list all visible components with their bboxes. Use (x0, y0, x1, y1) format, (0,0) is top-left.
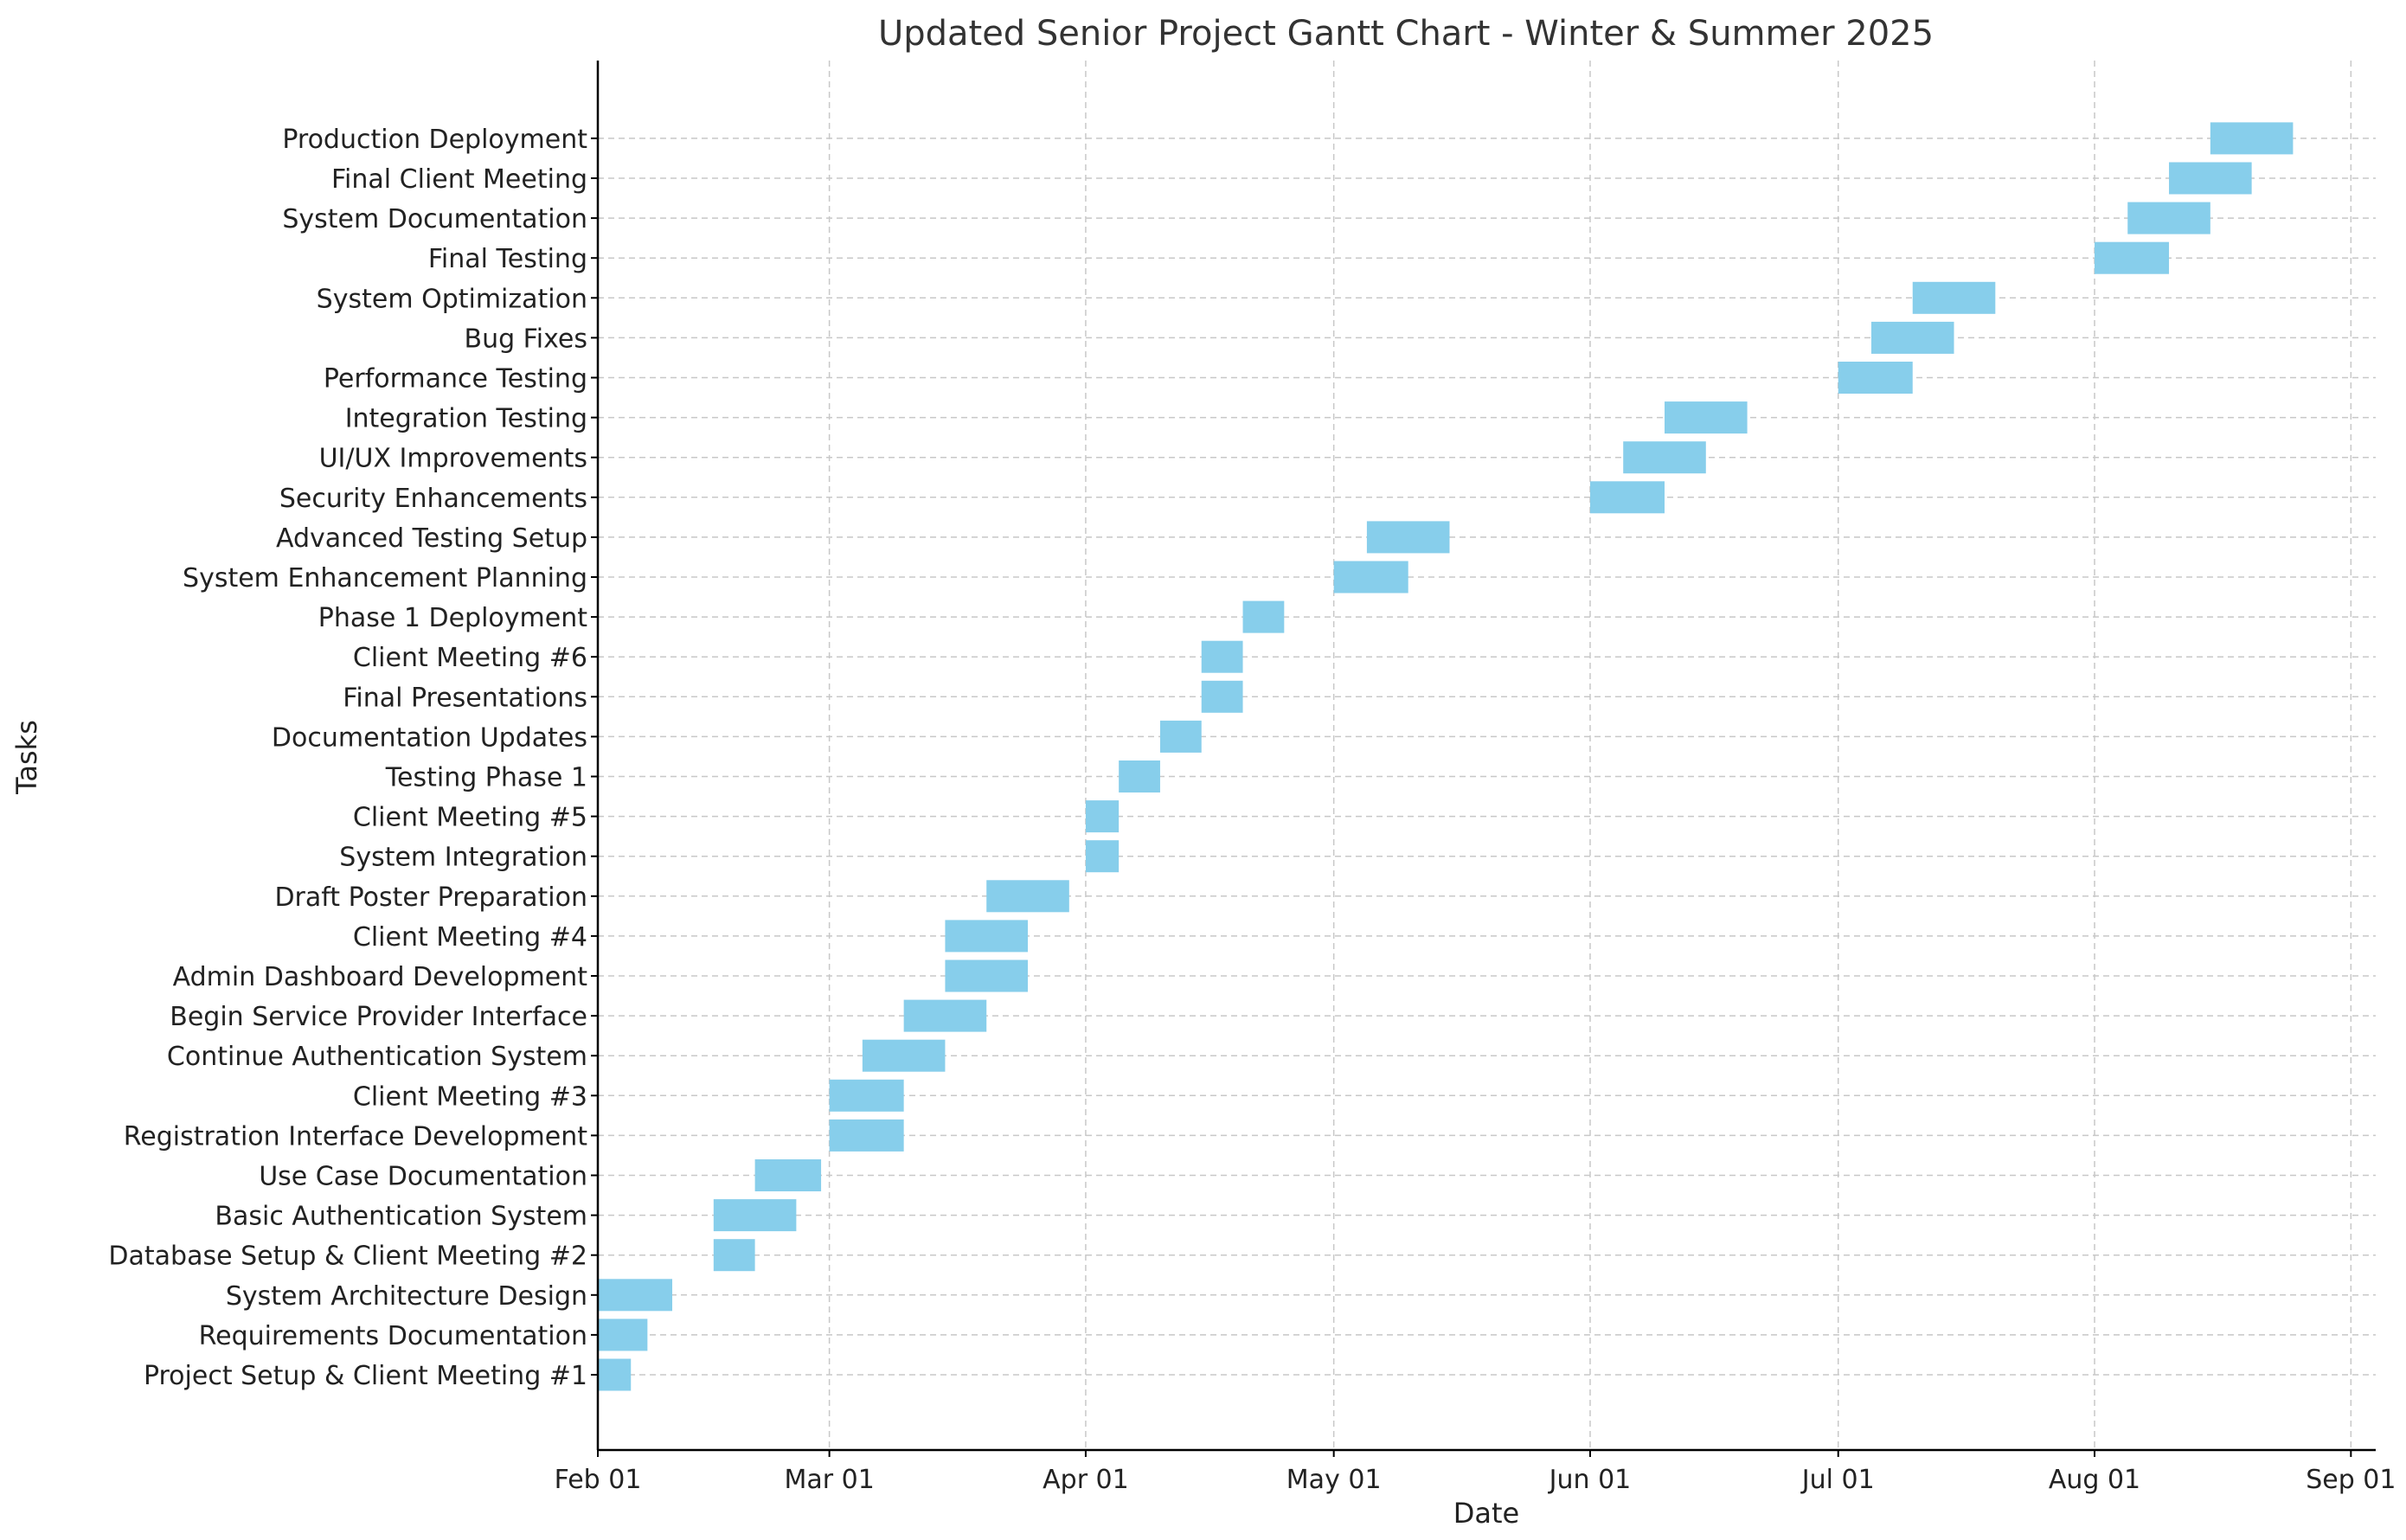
task-label: Production Deployment (282, 125, 587, 155)
task-label: Final Client Meeting (331, 164, 587, 195)
task-label: Client Meeting #5 (353, 803, 587, 833)
bar-layer (598, 122, 2294, 1391)
task-bar (598, 1358, 632, 1391)
task-label: Performance Testing (324, 364, 587, 395)
y-tick-labels: Project Setup & Client Meeting #1 Require… (108, 125, 598, 1391)
task-label: Advanced Testing Setup (276, 523, 587, 554)
task-label: Client Meeting #3 (353, 1081, 587, 1112)
chart-title: Updated Senior Project Gantt Chart - Win… (878, 14, 1934, 54)
task-label: Client Meeting #6 (353, 643, 587, 673)
task-bar (1085, 840, 1120, 873)
task-label: Phase 1 Deployment (318, 603, 587, 633)
task-bar (1838, 362, 1913, 394)
task-bar (2169, 162, 2252, 195)
task-label: Continue Authentication System (167, 1042, 587, 1072)
task-bar (1085, 800, 1120, 833)
task-bar (754, 1159, 822, 1191)
grid-layer (597, 61, 2376, 1450)
task-bar (2127, 202, 2210, 234)
task-label: Basic Authentication System (215, 1202, 587, 1232)
x-tick-label: Aug 01 (2049, 1465, 2140, 1495)
task-bar (1665, 401, 1748, 434)
axis-layer (596, 61, 2376, 1452)
task-bar (945, 920, 1029, 953)
task-label: Registration Interface Development (124, 1121, 587, 1152)
task-bar (1366, 521, 1450, 554)
task-bar (598, 1279, 673, 1312)
x-tick-label: Mar 01 (784, 1465, 874, 1495)
task-label: System Architecture Design (226, 1281, 587, 1312)
task-bar (1201, 680, 1243, 713)
task-bar (1333, 561, 1408, 594)
task-bar (598, 1319, 648, 1351)
task-label: Draft Poster Preparation (274, 882, 587, 913)
task-bar (2210, 122, 2294, 155)
task-label: Admin Dashboard Development (173, 962, 588, 992)
task-label: Final Testing (428, 244, 587, 274)
task-label: Client Meeting #4 (353, 922, 587, 953)
task-bar (1159, 720, 1202, 753)
task-label: Begin Service Provider Interface (170, 1002, 587, 1032)
task-label: System Enhancement Planning (183, 563, 587, 594)
x-tick-label: Jun 01 (1548, 1465, 1632, 1495)
task-bar (1912, 281, 1996, 314)
task-label: Database Setup & Client Meeting #2 (108, 1242, 587, 1272)
x-axis-label: Date (1453, 1497, 1519, 1530)
task-label: Bug Fixes (465, 324, 588, 354)
x-tick-label: Feb 01 (555, 1465, 642, 1495)
task-bar (862, 1039, 946, 1072)
task-bar (829, 1079, 904, 1112)
x-tick-label: Apr 01 (1043, 1465, 1129, 1495)
task-bar (1589, 481, 1665, 514)
task-bar (829, 1119, 904, 1152)
task-label: Documentation Updates (272, 722, 587, 753)
task-label: System Optimization (317, 284, 587, 314)
task-label: Final Presentations (343, 683, 587, 713)
task-bar (903, 999, 987, 1032)
x-tick-labels: Feb 01 Mar 01 Apr 01 May 01 Jun 01 Jul 01 Aug … (555, 1450, 2396, 1495)
x-tick-label: Sep 01 (2306, 1465, 2396, 1495)
task-bar (986, 880, 1069, 913)
task-bar (945, 959, 1029, 992)
x-tick-label: Jul 01 (1800, 1465, 1875, 1495)
task-bar (1870, 321, 1954, 354)
task-label: Use Case Documentation (259, 1162, 587, 1192)
task-label: Security Enhancements (279, 484, 587, 514)
x-tick-label: May 01 (1286, 1465, 1382, 1495)
task-bar (1242, 600, 1285, 633)
task-label: System Integration (339, 843, 587, 873)
task-bar (713, 1239, 755, 1272)
task-label: Project Setup & Client Meeting #1 (144, 1361, 587, 1391)
task-label: UI/UX Improvements (319, 444, 587, 474)
task-bar (2095, 241, 2170, 274)
task-bar (713, 1199, 797, 1232)
task-label: Integration Testing (345, 404, 587, 434)
y-axis-label: Tasks (10, 720, 43, 795)
task-label: System Documentation (282, 204, 587, 234)
task-label: Requirements Documentation (199, 1321, 587, 1351)
task-label: Testing Phase 1 (385, 763, 587, 793)
task-bar (1119, 760, 1160, 792)
task-bar (1623, 441, 1706, 474)
task-bar (1201, 640, 1243, 673)
